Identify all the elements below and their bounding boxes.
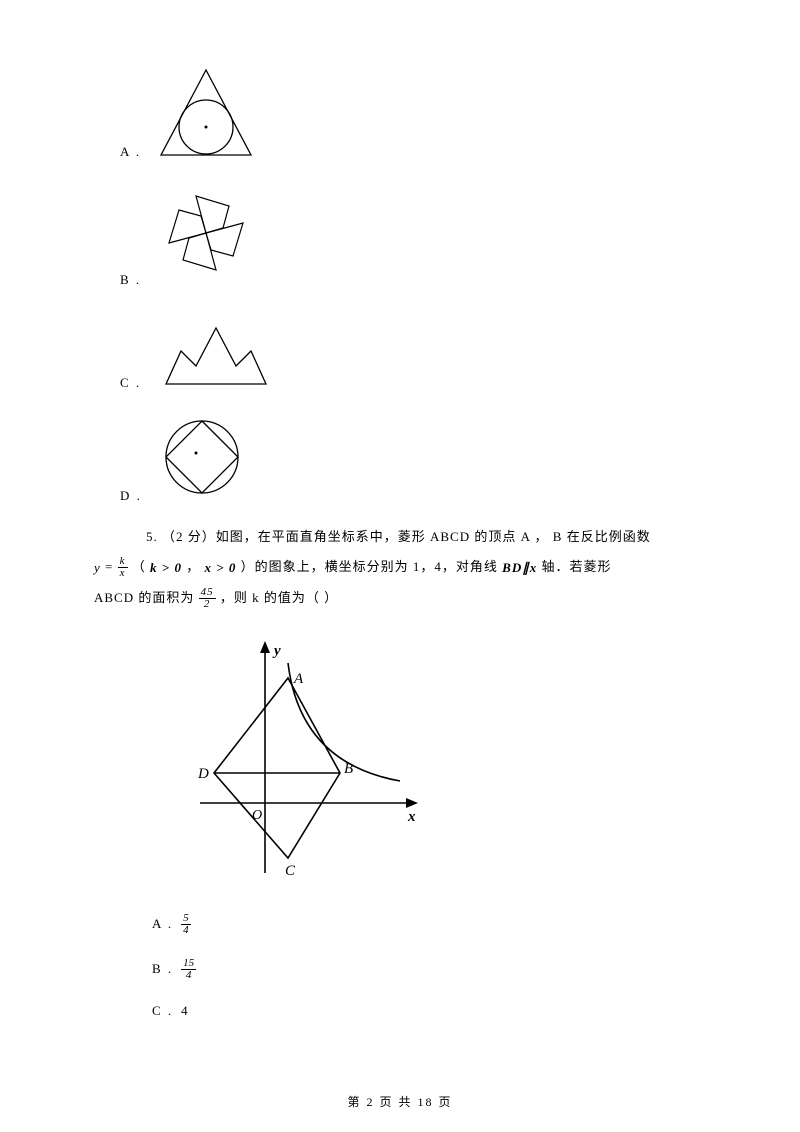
fig-a-dot: [205, 126, 208, 129]
fig-a-triangle: [161, 70, 251, 155]
q5-cond1: （: [128, 559, 151, 574]
option-c-label: C .: [120, 375, 141, 395]
fig-d-circle: [166, 421, 238, 493]
answer-a-frac: 54: [181, 913, 191, 936]
q5-sep: ，: [182, 559, 205, 574]
answer-b-row: B . 154: [152, 958, 680, 981]
q5-graph: y x O A B C D: [190, 633, 680, 888]
figure-d-circle-square: [152, 409, 252, 508]
option-a-row: A .: [120, 60, 680, 164]
page-footer: 第 2 页 共 18 页: [120, 1093, 680, 1110]
answer-a-row: A . 54: [152, 913, 680, 936]
figure-c-crown: [151, 306, 281, 395]
option-a-label: A .: [120, 144, 141, 164]
q5-bdparx: BD∥x: [502, 560, 537, 575]
fig-b-arm-2: [206, 223, 243, 256]
answer-c-value: 4: [181, 1003, 188, 1019]
q5-frac-area: 452: [199, 587, 216, 610]
footer-pre: 第: [347, 1095, 366, 1109]
fig-d-dot: [194, 452, 197, 455]
figure-a-triangle-circle: [151, 60, 261, 164]
option-b-label: B .: [120, 272, 141, 292]
fig-c-polygon: [166, 328, 266, 384]
q5-line3-post: ，则 k 的值为（ ）: [216, 590, 339, 605]
option-b-row: B .: [120, 178, 680, 292]
q5-xgt0: x > 0: [204, 560, 236, 575]
label-C: C: [285, 863, 296, 879]
answer-b-frac: 154: [181, 958, 196, 981]
q5-answer-options: A . 54 B . 154 C . 4: [152, 913, 680, 1019]
q5-cond2: ）的图象上，横坐标分别为 1，4，对角线: [236, 559, 502, 574]
answer-c-row: C . 4: [152, 1003, 680, 1019]
footer-post: 页: [434, 1095, 453, 1109]
option-d-label: D .: [120, 488, 142, 508]
option-c-row: C .: [120, 306, 680, 395]
label-x: x: [407, 809, 416, 825]
label-y: y: [272, 643, 281, 659]
x-axis-arrow: [406, 798, 418, 808]
answer-c-label: C .: [152, 1003, 173, 1019]
q5-frac-kx: kx: [118, 556, 128, 579]
answer-a-label: A .: [152, 916, 173, 932]
question-5-text: 5. （2 分）如图，在平面直角坐标系中，菱形 ABCD 的顶点 A ， B 在…: [120, 522, 680, 613]
q5-kgt0: k > 0: [150, 560, 182, 575]
footer-total: 18: [418, 1095, 434, 1109]
label-B: B: [344, 761, 353, 777]
fig-b-arm-4: [169, 210, 206, 243]
option-d-row: D .: [120, 409, 680, 508]
q5-eq: =: [101, 559, 118, 574]
label-D: D: [197, 766, 209, 782]
q5-y: y: [94, 560, 101, 575]
label-O: O: [252, 808, 262, 823]
q5-line3-pre: ABCD 的面积为: [94, 590, 199, 605]
answer-b-label: B .: [152, 961, 173, 977]
fig-b-arm-3: [183, 233, 216, 270]
label-A: A: [293, 671, 304, 687]
y-axis-arrow: [260, 641, 270, 653]
footer-mid: 页 共: [374, 1095, 417, 1109]
figure-b-pinwheel: [151, 178, 261, 292]
rhombus-abcd: [214, 678, 340, 858]
fig-b-arm-1: [196, 196, 229, 233]
q5-after-bd: 轴．若菱形: [537, 559, 611, 574]
q5-prefix: 5. （2 分）如图，在平面直角坐标系中，菱形 ABCD 的顶点 A ， B 在…: [146, 529, 651, 544]
